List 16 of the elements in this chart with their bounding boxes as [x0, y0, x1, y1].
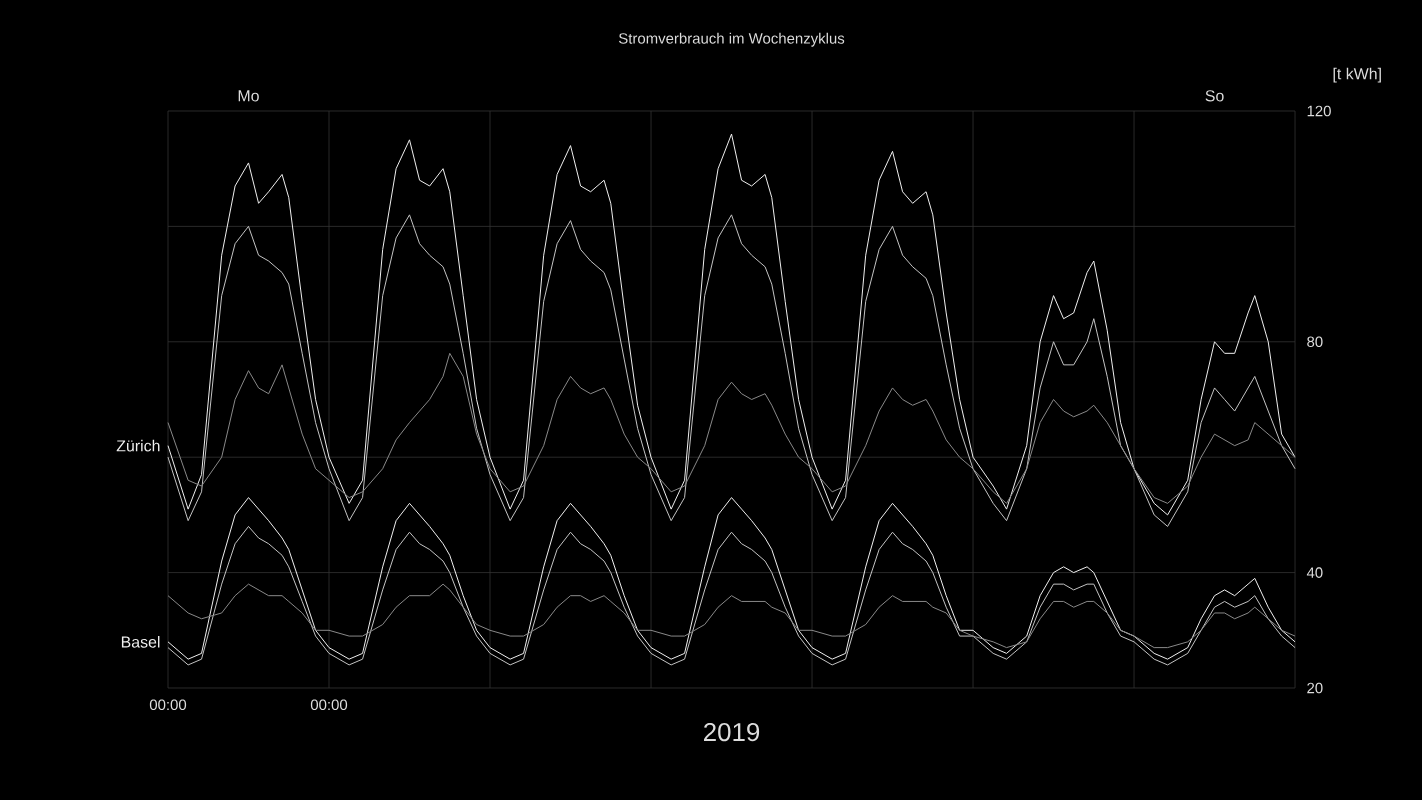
x-tick-label: 00:00 [149, 699, 187, 711]
y-axis-title: [t kWh] [1333, 67, 1381, 83]
y-tick-label: 80 [1307, 336, 1323, 348]
y-tick-label: 120 [1307, 105, 1331, 117]
y-tick-label: 40 [1306, 567, 1323, 578]
text: Mo [238, 90, 259, 102]
line-series [167, 133, 1296, 516]
text: So [1205, 90, 1224, 102]
line-series [167, 214, 1296, 527]
chart-title: Stromverbrauch im Wochenzyklus [618, 32, 845, 47]
x-axis-title: 2019 [704, 722, 760, 742]
series-label: Zürich [116, 439, 160, 452]
series-label: Basel [121, 635, 160, 648]
line-series [167, 525, 1296, 666]
x-tick-label: 00:00 [310, 699, 348, 711]
y-tick-label: 20 [1307, 682, 1323, 694]
